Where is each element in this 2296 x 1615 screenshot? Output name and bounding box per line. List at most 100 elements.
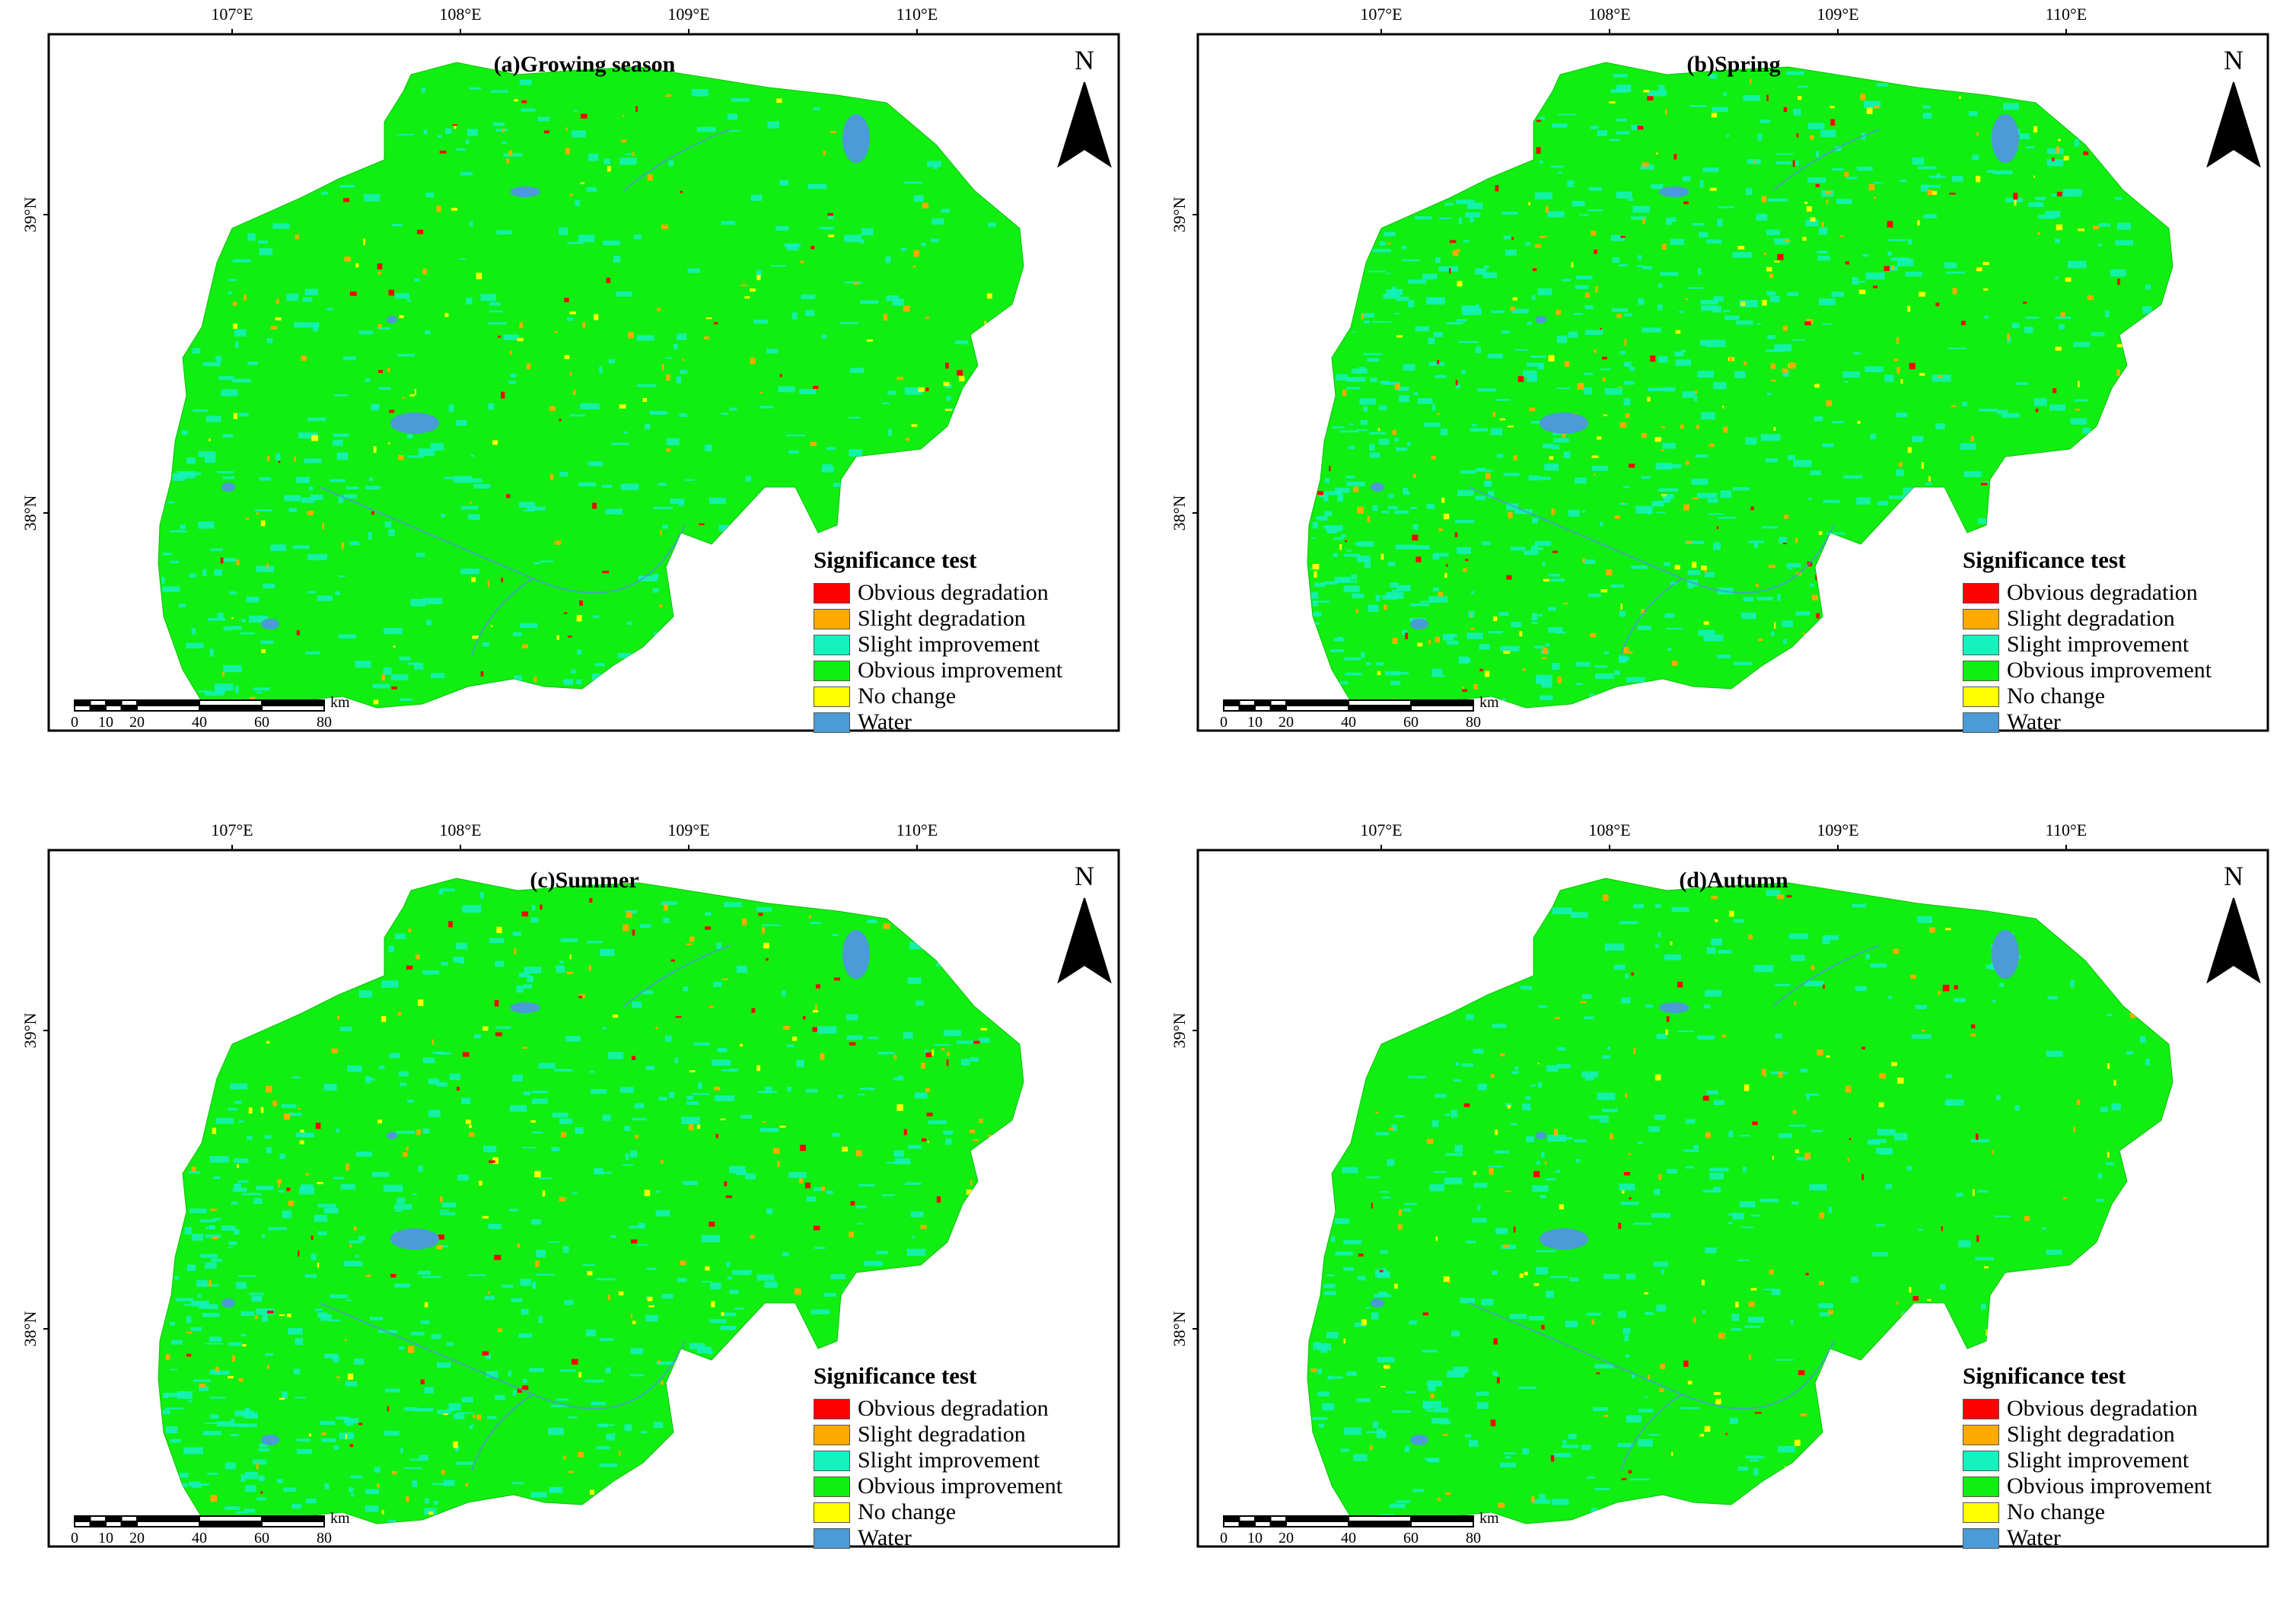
change-speckle (569, 311, 576, 314)
change-speckle (381, 1510, 384, 1515)
change-speckle (509, 350, 512, 355)
change-speckle (1942, 984, 1950, 992)
slight-improvement-patch (431, 1333, 441, 1339)
slight-improvement-patch (979, 1037, 990, 1043)
slight-improvement-patch (1823, 499, 1840, 503)
slight-improvement-patch (1358, 366, 1365, 370)
change-speckle (779, 1126, 786, 1128)
slight-improvement-patch (1617, 1311, 1626, 1318)
slight-improvement-patch (1706, 239, 1722, 244)
slight-improvement-patch (1870, 433, 1877, 440)
slight-improvement-patch (652, 574, 659, 579)
slight-improvement-patch (1335, 1251, 1354, 1256)
change-speckle (579, 600, 583, 606)
change-speckle (1687, 1381, 1693, 1384)
change-speckle (1766, 94, 1769, 101)
slight-improvement-patch (1678, 311, 1685, 314)
slight-improvement-patch (433, 1501, 438, 1505)
slight-improvement-patch (1440, 428, 1448, 436)
slight-improvement-patch (378, 387, 391, 390)
change-speckle (1677, 982, 1683, 988)
slight-improvement-patch (388, 945, 395, 953)
change-speckle (1579, 1001, 1587, 1003)
change-speckle (1976, 1234, 1979, 1242)
change-speckle (657, 307, 661, 311)
scale-bar-top-segment (89, 1515, 107, 1522)
change-speckle (266, 1085, 272, 1093)
slight-improvement-patch (652, 588, 659, 593)
slight-improvement-patch (1996, 409, 2008, 415)
change-speckle (501, 391, 505, 399)
change-speckle (1735, 1301, 1739, 1308)
slight-improvement-patch (858, 1183, 875, 1187)
slight-improvement-patch (1954, 998, 1966, 1003)
slight-improvement-patch (229, 591, 237, 595)
slight-improvement-patch (876, 1250, 888, 1255)
slight-improvement-patch (625, 153, 632, 155)
slight-improvement-patch (855, 1206, 867, 1209)
change-speckle (1600, 588, 1607, 593)
change-speckle (1812, 594, 1818, 600)
slight-improvement-patch (720, 1312, 737, 1317)
slight-improvement-patch (594, 663, 605, 667)
change-speckle (422, 269, 427, 275)
slight-improvement-patch (538, 1316, 543, 1324)
slight-improvement-patch (1356, 555, 1371, 562)
slight-improvement-patch (1353, 1454, 1368, 1461)
change-speckle (1614, 515, 1620, 519)
change-speckle (514, 948, 517, 955)
slight-improvement-patch (439, 888, 455, 892)
change-speckle (1505, 1190, 1511, 1193)
slight-improvement-patch (770, 265, 787, 267)
slight-improvement-patch (2055, 316, 2071, 320)
change-speckle (1715, 1399, 1721, 1405)
change-speckle (661, 1381, 664, 1385)
slight-improvement-patch (1473, 1049, 1484, 1054)
change-speckle (1861, 1174, 1865, 1180)
slight-improvement-patch (1313, 611, 1322, 617)
slight-improvement-patch (1887, 251, 1892, 256)
slight-improvement-patch (928, 1120, 947, 1125)
change-speckle (1465, 559, 1469, 562)
change-speckle (1603, 414, 1608, 416)
change-speckle (922, 202, 929, 209)
slight-improvement-patch (1624, 313, 1632, 317)
change-speckle (1950, 405, 1957, 407)
slight-improvement-patch (691, 89, 709, 97)
slight-improvement-patch (1438, 217, 1452, 219)
scale-bar-bottom-segment (1223, 1521, 1240, 1527)
slight-improvement-patch (418, 448, 435, 457)
change-speckle (1375, 1111, 1379, 1113)
slight-improvement-patch (832, 1132, 840, 1137)
slight-improvement-patch (303, 479, 307, 483)
change-speckle (390, 1273, 396, 1278)
scale-tick-label: 80 (317, 1530, 332, 1547)
change-speckle (1794, 1439, 1801, 1446)
slight-improvement-patch (759, 1127, 779, 1132)
slight-improvement-patch (577, 649, 582, 655)
change-speckle (1839, 234, 1844, 237)
slight-improvement-patch (1387, 1159, 1395, 1166)
change-speckle (686, 943, 693, 945)
legend-label: Obvious degradation (858, 580, 1049, 605)
slight-improvement-patch (523, 509, 535, 511)
slight-improvement-patch (1893, 1132, 1908, 1141)
change-speckle (1470, 628, 1475, 630)
slight-improvement-patch (1458, 656, 1469, 664)
change-speckle (1654, 437, 1661, 442)
slight-improvement-patch (839, 322, 859, 324)
slight-improvement-patch (423, 129, 428, 135)
slight-improvement-patch (1457, 546, 1472, 554)
slight-improvement-patch (1947, 347, 1966, 349)
slight-improvement-patch (1740, 612, 1756, 620)
slight-improvement-patch (1693, 1145, 1699, 1149)
lon-label: 109°E (1817, 5, 1859, 24)
change-speckle (1591, 455, 1599, 458)
slight-improvement-patch (512, 1390, 517, 1396)
slight-improvement-patch (307, 417, 326, 422)
slight-improvement-patch (645, 1066, 655, 1070)
slight-improvement-patch (1310, 568, 1314, 570)
slight-improvement-patch (1422, 1349, 1438, 1353)
change-speckle (1600, 327, 1602, 330)
legend-label: Slight degradation (858, 1422, 1026, 1447)
